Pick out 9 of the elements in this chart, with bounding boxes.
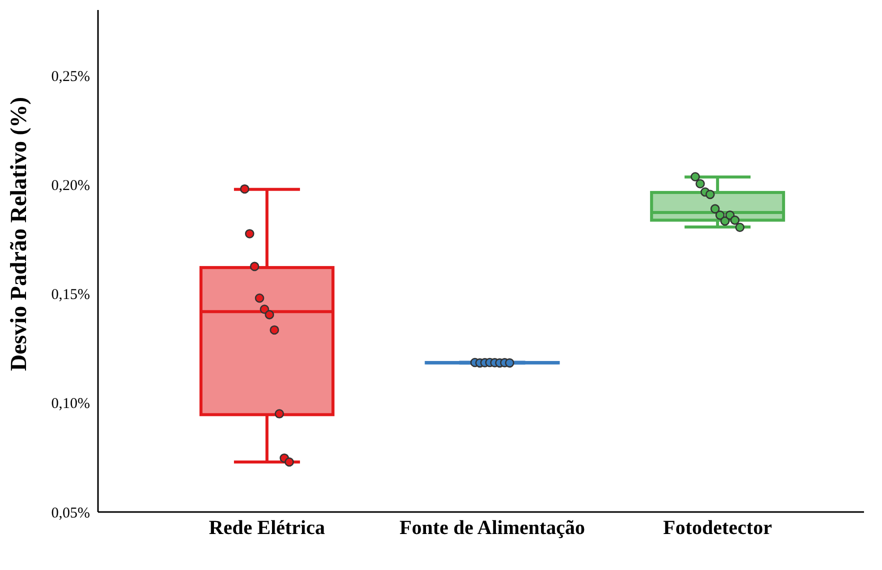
y-axis-title: Desvio Padrão Relativo (%)	[6, 96, 32, 371]
x-tick-label: Fotodetector	[663, 517, 772, 540]
x-tick-label: Rede Elétrica	[208, 517, 326, 540]
y-tick-label: 0,15%	[51, 287, 90, 304]
y-tick-label: 0,20%	[51, 178, 90, 194]
y-tick-label: 0,25%	[51, 68, 90, 85]
x-tick-label: Fonte de Alimentação	[400, 517, 586, 540]
y-tick-label: 0,05%	[51, 505, 90, 522]
y-tick-label: 0,10%	[51, 396, 90, 412]
